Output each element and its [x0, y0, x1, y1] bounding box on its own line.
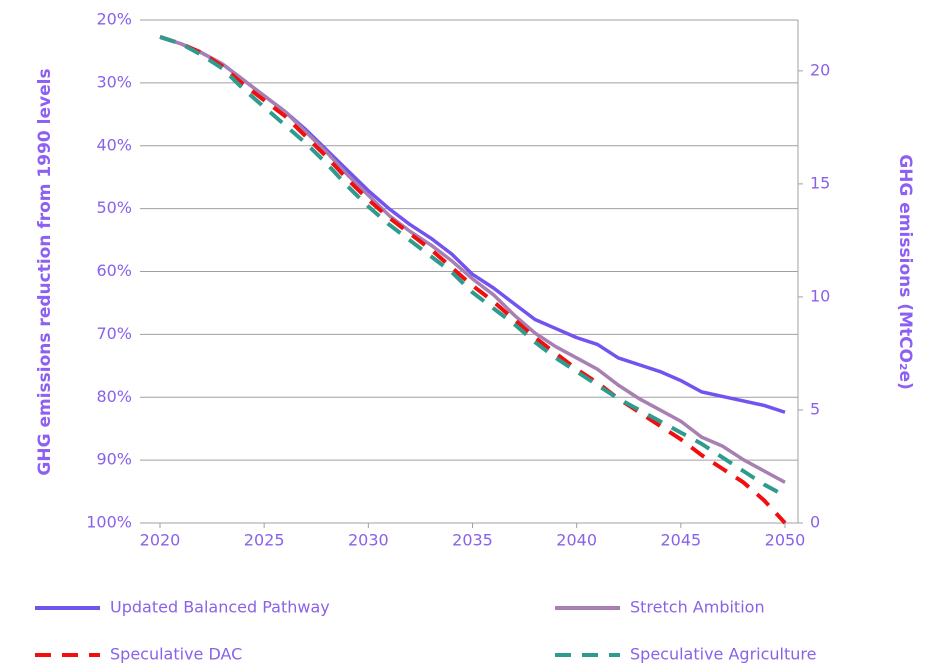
- y2-tick-label: 20: [810, 60, 830, 79]
- legend-label: Stretch Ambition: [630, 598, 765, 617]
- y2-tick-label: 10: [810, 286, 830, 305]
- y-tick-label: 90%: [96, 450, 132, 469]
- y2-axis-label: GHG emissions (MtCO₂e): [895, 154, 915, 390]
- y-tick-label: 40%: [96, 135, 132, 154]
- x-tick-label: 2045: [660, 531, 701, 550]
- legend-label: Speculative Agriculture: [630, 645, 816, 664]
- y-tick-label: 30%: [96, 72, 132, 91]
- legend-label: Updated Balanced Pathway: [110, 598, 330, 617]
- y-tick-label: 70%: [96, 324, 132, 343]
- y-tick-label: 80%: [96, 387, 132, 406]
- x-tick-label: 2020: [140, 531, 181, 550]
- x-tick-label: 2040: [556, 531, 597, 550]
- y2-tick-label: 0: [810, 513, 820, 532]
- y-axis-label: GHG emissions reduction from 1990 levels: [35, 68, 55, 475]
- y-tick-label: 20%: [96, 10, 132, 29]
- legend-label: Speculative DAC: [110, 645, 242, 664]
- series-line: [159, 35, 787, 525]
- y-tick-label: 60%: [96, 261, 132, 280]
- series-line: [159, 35, 786, 484]
- y2-tick-label: 15: [810, 173, 830, 192]
- x-tick-label: 2030: [348, 531, 389, 550]
- series-line: [159, 35, 786, 498]
- y-tick-label: 50%: [96, 198, 132, 217]
- y2-tick-label: 5: [810, 399, 820, 418]
- x-tick-label: 2050: [765, 531, 806, 550]
- x-tick-label: 2025: [244, 531, 285, 550]
- y-tick-label: 100%: [86, 513, 132, 532]
- x-tick-label: 2035: [452, 531, 493, 550]
